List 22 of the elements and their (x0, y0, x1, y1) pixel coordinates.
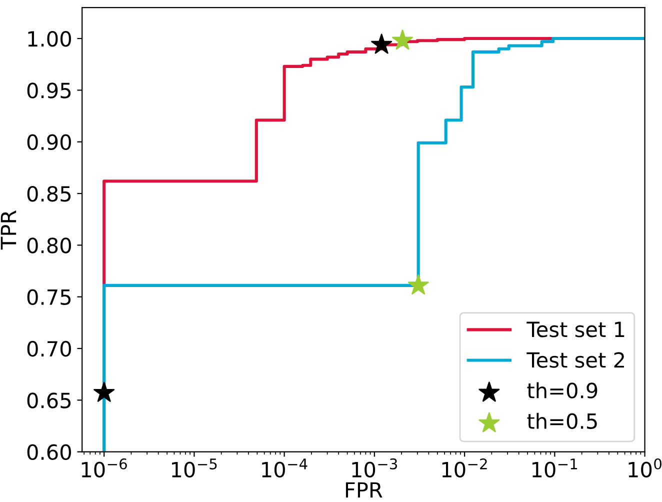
legend-label: Test set 1 (526, 322, 624, 338)
y-tick-label: 0.95 (27, 82, 71, 98)
legend-label: th=0.9 (527, 382, 598, 398)
y-tick-label: 0.90 (27, 134, 71, 150)
x-tick-label: 10$^{0}$ (628, 458, 662, 478)
legend-label: Test set 2 (526, 352, 624, 368)
y-tick-label: 0.70 (27, 340, 71, 357)
y-tick-label: 0.65 (27, 392, 71, 408)
legend-label: th=0.5 (527, 412, 597, 430)
y-tick-label: 0.60 (27, 444, 71, 460)
x-tick-label: 10$^{−1}$ (532, 458, 578, 478)
y-tick-label: 0.75 (27, 289, 71, 306)
x-tick-label: 10$^{−3}$ (352, 458, 397, 478)
y-tick-label: 0.80 (27, 238, 71, 254)
x-tick-label: 10$^{−2}$ (442, 458, 487, 478)
y-tick-label: 1.00 (28, 30, 71, 47)
y-axis-title: TPR (0, 210, 16, 250)
x-axis-title: FPR (346, 482, 382, 498)
x-tick-label: 10$^{−5}$ (172, 458, 217, 478)
x-tick-label: 10$^{−4}$ (262, 458, 308, 478)
x-tick-label: 10$^{−6}$ (82, 458, 127, 478)
y-tick-label: 0.85 (27, 186, 71, 202)
